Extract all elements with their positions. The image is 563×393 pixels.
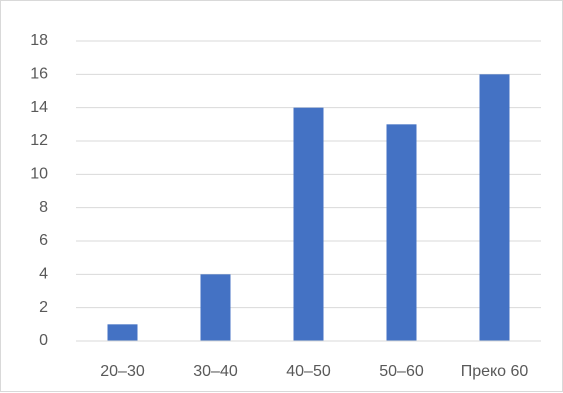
y-tick-label: 0 [39,332,48,349]
x-axis-category-labels: 20–30 30–40 40–50 50–60 Преко 60 [100,363,528,380]
bar-0 [107,324,138,341]
y-axis-tick-labels: 0 2 4 6 8 10 12 14 16 18 [30,32,48,349]
y-tick-label: 12 [30,132,48,149]
y-tick-label: 2 [39,299,48,316]
y-tick-label: 4 [39,266,48,283]
x-category-label: 50–60 [379,363,424,380]
y-tick-label: 10 [30,166,48,183]
bars [107,74,510,342]
y-tick-label: 8 [39,199,48,216]
bar-3 [386,124,417,341]
bar-4 [479,74,510,341]
y-tick-label: 6 [39,232,48,249]
x-category-label: 40–50 [286,363,331,380]
x-category-label: 20–30 [100,363,145,380]
y-tick-label: 18 [30,32,48,49]
y-tick-label: 14 [30,99,48,116]
x-category-label: 30–40 [193,363,238,380]
bar-1 [200,274,231,341]
bar-2 [293,107,324,342]
x-category-label: Преко 60 [461,363,529,380]
y-tick-label: 16 [30,66,48,83]
